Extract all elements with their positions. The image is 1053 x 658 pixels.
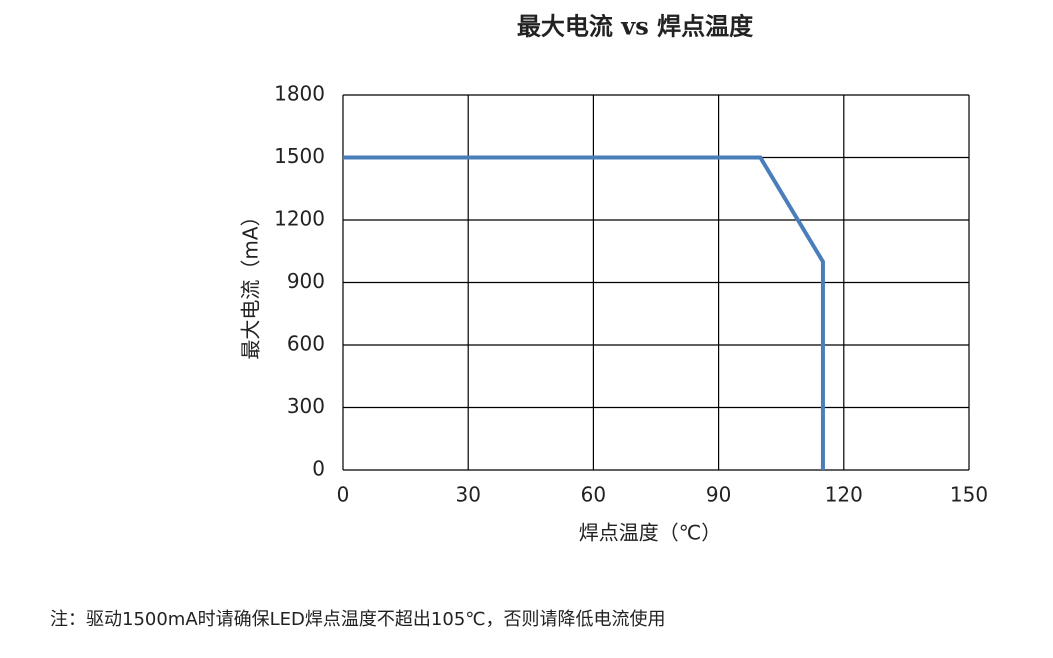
y-tick-label: 1500 [274,144,325,168]
line [343,155,825,470]
note: 注：驱动1500mA时请确保LED焊点温度不超出105℃，否则请降低电流使用 [50,609,666,630]
x-tick-label: 120 [825,483,863,507]
x-tick-label: 90 [706,483,731,507]
y-tick-label: 300 [287,394,325,418]
y-tick-label: 1800 [274,82,325,106]
y-axis-label: 最大电流（mA） [239,206,263,359]
x-tick-label: 0 [337,483,350,507]
y-tick-label: 1200 [274,207,325,231]
y-tick-label: 600 [287,332,325,356]
x-tick-label: 60 [581,483,606,507]
chart-title: 最大电流 vs 焊点温度 [517,12,754,41]
x-tick-label: 30 [455,483,480,507]
x-axis-label: 焊点温度（℃） [579,521,721,545]
x-tick-label: 150 [950,483,988,507]
y-tick-label: 0 [312,457,325,481]
y-tick-label: 900 [287,269,325,293]
